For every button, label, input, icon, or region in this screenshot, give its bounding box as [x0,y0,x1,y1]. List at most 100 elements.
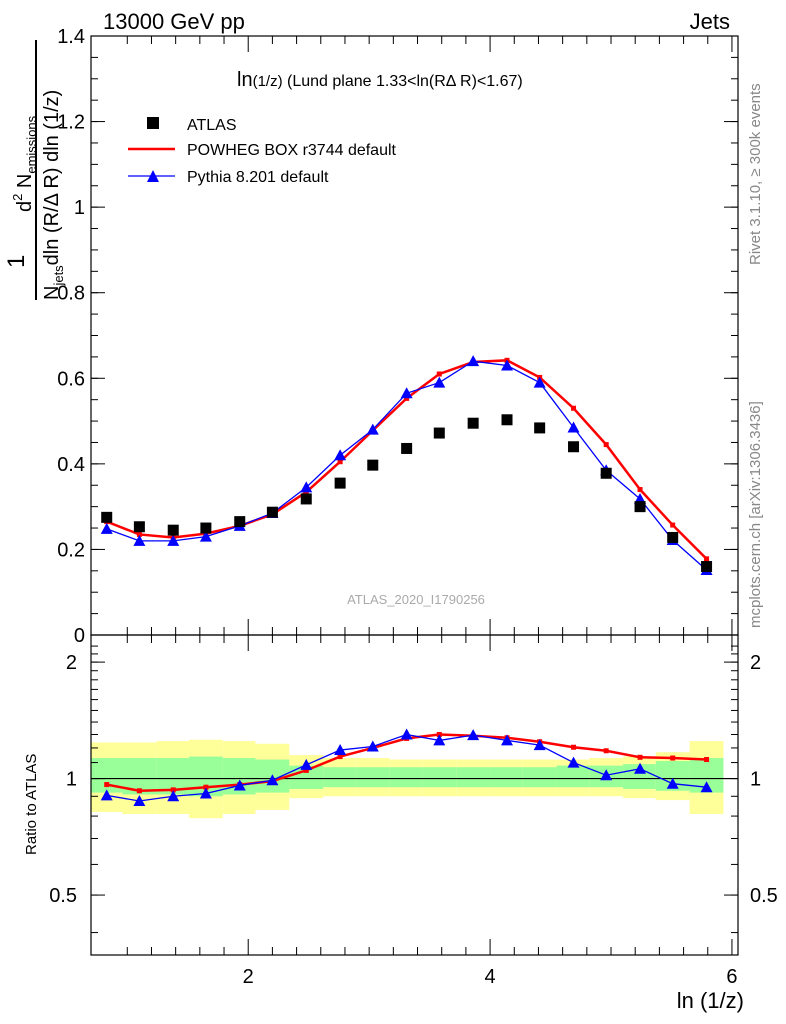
pythia-point [366,423,379,435]
ratio-pythia-point [366,740,379,752]
atlas-point [568,441,580,453]
ratio-pythia-point [634,762,647,774]
atlas-point [634,501,646,513]
ratio-powheg-point [571,744,577,750]
ratio-ytick-label: 2 [66,652,77,674]
ylabel-one: 1 [3,255,30,268]
ratio-powheg-point [136,788,142,794]
main-ytick-label: 0.2 [57,539,85,561]
ratio-pythia-point [100,789,113,801]
powheg-point [404,395,410,401]
pythia-point [400,387,413,399]
main-ytick-label: 1.4 [57,26,85,48]
ratio-ytick-label-right: 1 [750,769,761,791]
ratio-band-inner-bin [422,767,457,788]
ratio-pythia-point [533,739,546,751]
powheg-point [436,371,442,377]
rivet-version-text: Rivet 3.1.10, ≥ 300k events [747,83,764,265]
ratio-pythia-point [567,756,580,768]
ratio-pythia-point [334,744,347,756]
atlas-point [334,477,346,489]
atlas-point [300,493,312,505]
ratio-band-inner-bin [522,767,557,788]
pythia-point [501,359,514,371]
pythia-point [334,449,347,461]
ratio-band-inner-bin [556,765,590,788]
powheg-point [704,556,710,562]
pythia-point [433,376,446,388]
ylabel-num-sub: emissions [24,115,39,173]
main-ytick-label: 0 [74,625,85,647]
ratio-pythia-point [700,781,713,793]
ratio-pythia-point [266,774,279,786]
pythia-point [133,534,146,546]
watermark: ATLAS_2020_I1790256 [347,592,485,607]
header-right: Jets [690,9,730,34]
powheg-point [603,442,609,448]
ratio-pythia-point [501,734,514,746]
atlas-point [200,522,212,534]
ratio-xtick-label: 2 [243,966,254,988]
ylabel-num-main: N [14,174,36,194]
ylabel-num-exp: 2 [10,194,25,201]
pythia-point [567,421,580,433]
ratio-panel: 2 4 6 0.5 0.5 1 1 2 2 [49,634,778,988]
header-left: 13000 GeV pp [103,9,245,34]
ratio-powheg-point [170,787,176,793]
ratio-pythia-point [233,779,246,791]
ratio-ylabel: Ratio to ATLAS [23,754,40,855]
legend-atlas-marker [147,117,159,129]
atlas-point [234,516,246,528]
legend-pythia-marker [147,170,159,182]
pythia-point [100,522,113,534]
xlabel: ln (1/z) [677,988,744,1013]
atlas-point [534,422,546,434]
mcplots-credit-text: mcplots.cern.ch [arXiv:1306.3436] [747,401,764,628]
ratio-powheg-point [203,784,209,790]
main-ytick-label: 1 [74,197,85,219]
atlas-point [501,414,513,426]
ratio-ytick-label-right: 2 [750,652,761,674]
legend-pythia-label: Pythia 8.201 default [187,169,329,186]
powheg-point [637,487,643,493]
main-ytick-label: 0.4 [57,454,85,476]
ratio-powheg-point [303,767,309,773]
atlas-point [133,521,145,533]
plot-title-sub: (1/z) [253,73,283,90]
atlas-point [401,442,413,454]
ratio-powheg-point [670,755,676,761]
ratio-pythia-point [300,758,313,770]
ylabel-numerator: d2 Nemissions [10,115,39,212]
powheg-point [571,405,577,411]
atlas-point [701,561,713,573]
main-ylabel: 1 d2 Nemissions Njetsdln (R/Δ R) dln (1/… [3,40,66,300]
pythia-point [167,534,180,546]
atlas-point [167,524,179,536]
ratio-ytick-label: 0.5 [49,885,77,907]
ratio-pythia-point [433,734,446,746]
powheg-point [670,522,676,528]
ratio-pythia-point [400,728,413,740]
ratio-powheg-point [337,754,343,760]
plot-title-rest: (Lund plane 1.33<ln(RΔ R)<1.67) [283,73,523,90]
ratio-frame [90,634,739,956]
ratio-pythia-point [167,790,180,802]
ratio-powheg-point [104,782,110,788]
ratio-band-inner-bin [355,767,390,788]
ratio-band-inner-bin [490,767,523,788]
plot-title: ln(1/z) (Lund plane 1.33<ln(RΔ R)<1.67) [237,69,523,91]
ratio-band-inner-bin [456,767,491,788]
ratio-band-inner-bin [289,765,324,789]
atlas-point [600,467,612,479]
atlas-point [367,459,379,471]
ratio-pythia-point [133,795,146,807]
pythia-point [467,355,480,367]
ratio-ytick-label: 1 [66,769,77,791]
ratio-xtick-label: 6 [726,966,737,988]
main-panel: 0 0.2 0.4 0.6 0.8 1 1.2 1.4 [57,26,739,647]
ratio-powheg-point [704,757,710,763]
legend: ATLAS POWHEG BOX r3744 default Pythia 8.… [128,117,397,186]
main-ytick-label: 0.8 [57,283,85,305]
pythia-point [533,376,546,388]
